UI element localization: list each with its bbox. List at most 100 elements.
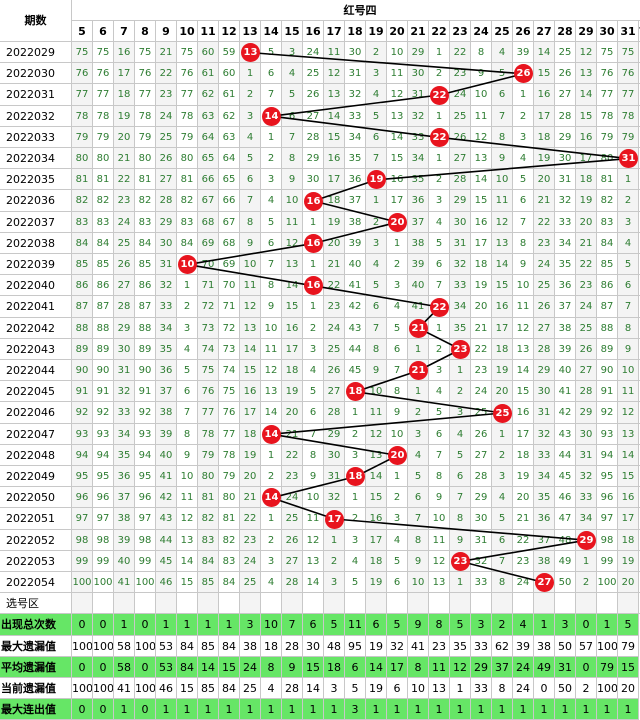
- omission-cell: 10: [471, 84, 492, 106]
- omission-cell: 9: [387, 402, 408, 424]
- omission-cell: 35: [450, 317, 471, 339]
- omission-cell: 31: [471, 529, 492, 551]
- select-area-cell[interactable]: [324, 593, 345, 615]
- select-area-cell[interactable]: [345, 593, 366, 615]
- omission-cell: 13: [471, 148, 492, 170]
- omission-cell: 82: [177, 190, 198, 212]
- select-area-cell[interactable]: [513, 593, 534, 615]
- omission-cell: 10: [366, 381, 387, 403]
- omission-cell: 76: [135, 63, 156, 85]
- omission-cell: 4: [429, 381, 450, 403]
- select-area-cell[interactable]: [471, 593, 492, 615]
- omission-cell: 86: [597, 275, 618, 297]
- stat-value-cell: 1: [471, 699, 492, 720]
- stat-value-cell: 39: [513, 635, 534, 657]
- omission-cell: 95: [93, 466, 114, 488]
- omission-cell: 3: [387, 508, 408, 530]
- select-area-cell[interactable]: [177, 593, 198, 615]
- period-label: 2022032: [0, 105, 72, 127]
- omission-cell: 1: [429, 317, 450, 339]
- omission-cell: 16: [240, 381, 261, 403]
- omission-cell: 17: [387, 190, 408, 212]
- stat-value-cell: 33: [471, 635, 492, 657]
- select-area-cell[interactable]: [492, 593, 513, 615]
- select-area-cell[interactable]: [597, 593, 618, 615]
- omission-cell: 86: [72, 275, 93, 297]
- select-area-cell[interactable]: [114, 593, 135, 615]
- stat-value-cell: 5: [450, 614, 471, 636]
- period-label: 2022039: [0, 254, 72, 276]
- select-area-cell[interactable]: [534, 593, 555, 615]
- omission-cell: 5: [261, 42, 282, 64]
- select-area-cell[interactable]: [429, 593, 450, 615]
- omission-cell: 64: [198, 126, 219, 148]
- select-area-cell[interactable]: [219, 593, 240, 615]
- select-area-cell[interactable]: [72, 593, 93, 615]
- omission-cell: 31: [555, 169, 576, 191]
- select-area-cell[interactable]: [450, 593, 471, 615]
- omission-cell: 26: [576, 338, 597, 360]
- omission-cell: 86: [135, 275, 156, 297]
- stat-value-cell: 1: [492, 699, 513, 720]
- omission-cell: 34: [555, 232, 576, 254]
- drawn-number-ball: 16: [304, 191, 323, 211]
- select-area-cell[interactable]: [408, 593, 429, 615]
- omission-cell: 71: [198, 275, 219, 297]
- omission-cell: 92: [93, 402, 114, 424]
- omission-cell: 84: [198, 550, 219, 572]
- select-area-cell[interactable]: [135, 593, 156, 615]
- omission-cell: 17: [240, 402, 261, 424]
- omission-cell: 43: [345, 317, 366, 339]
- omission-cell: 2: [576, 572, 597, 594]
- omission-cell: 48: [555, 529, 576, 551]
- omission-cell: 23: [324, 296, 345, 318]
- omission-cell: 12: [492, 211, 513, 233]
- omission-cell: 75: [198, 360, 219, 382]
- stat-value-cell: 49: [534, 656, 555, 678]
- stat-value-cell: 1: [177, 699, 198, 720]
- omission-cell: 4: [492, 487, 513, 509]
- number-column-header: 23: [450, 21, 471, 42]
- select-area-cell[interactable]: [387, 593, 408, 615]
- omission-cell: 94: [72, 444, 93, 466]
- omission-cell: 38: [345, 211, 366, 233]
- omission-cell: 59: [219, 42, 240, 64]
- select-area-cell[interactable]: [366, 593, 387, 615]
- select-area-cell[interactable]: [618, 593, 639, 615]
- stat-value-cell: 58: [114, 656, 135, 678]
- omission-cell: 15: [366, 487, 387, 509]
- omission-cell: 17: [282, 338, 303, 360]
- omission-cell: 30: [555, 148, 576, 170]
- select-area-cell[interactable]: [303, 593, 324, 615]
- omission-cell: 90: [135, 360, 156, 382]
- omission-cell: 30: [471, 508, 492, 530]
- omission-cell: 14: [366, 466, 387, 488]
- omission-cell: 79: [177, 126, 198, 148]
- select-area-cell[interactable]: [261, 593, 282, 615]
- stat-value-cell: 4: [513, 614, 534, 636]
- omission-cell: 1: [387, 232, 408, 254]
- omission-cell: 24: [576, 296, 597, 318]
- omission-cell: 40: [345, 254, 366, 276]
- omission-cell: 10: [387, 423, 408, 445]
- omission-cell: 3: [408, 423, 429, 445]
- select-area-cell[interactable]: [156, 593, 177, 615]
- select-area-cell[interactable]: [576, 593, 597, 615]
- omission-cell: 80: [177, 148, 198, 170]
- omission-cell: 60: [219, 63, 240, 85]
- omission-cell: 2: [240, 84, 261, 106]
- omission-cell: 38: [555, 317, 576, 339]
- select-area-cell[interactable]: [240, 593, 261, 615]
- omission-cell: 33: [345, 105, 366, 127]
- select-area-cell[interactable]: [555, 593, 576, 615]
- select-area-cell[interactable]: [93, 593, 114, 615]
- omission-cell: 34: [534, 466, 555, 488]
- select-area-cell[interactable]: [282, 593, 303, 615]
- stat-value-cell: 1: [240, 699, 261, 720]
- omission-cell: 30: [156, 232, 177, 254]
- stat-value-cell: 1: [198, 614, 219, 636]
- stat-value-cell: 1: [282, 699, 303, 720]
- omission-cell: 9: [240, 232, 261, 254]
- omission-cell: 31: [576, 444, 597, 466]
- select-area-cell[interactable]: [198, 593, 219, 615]
